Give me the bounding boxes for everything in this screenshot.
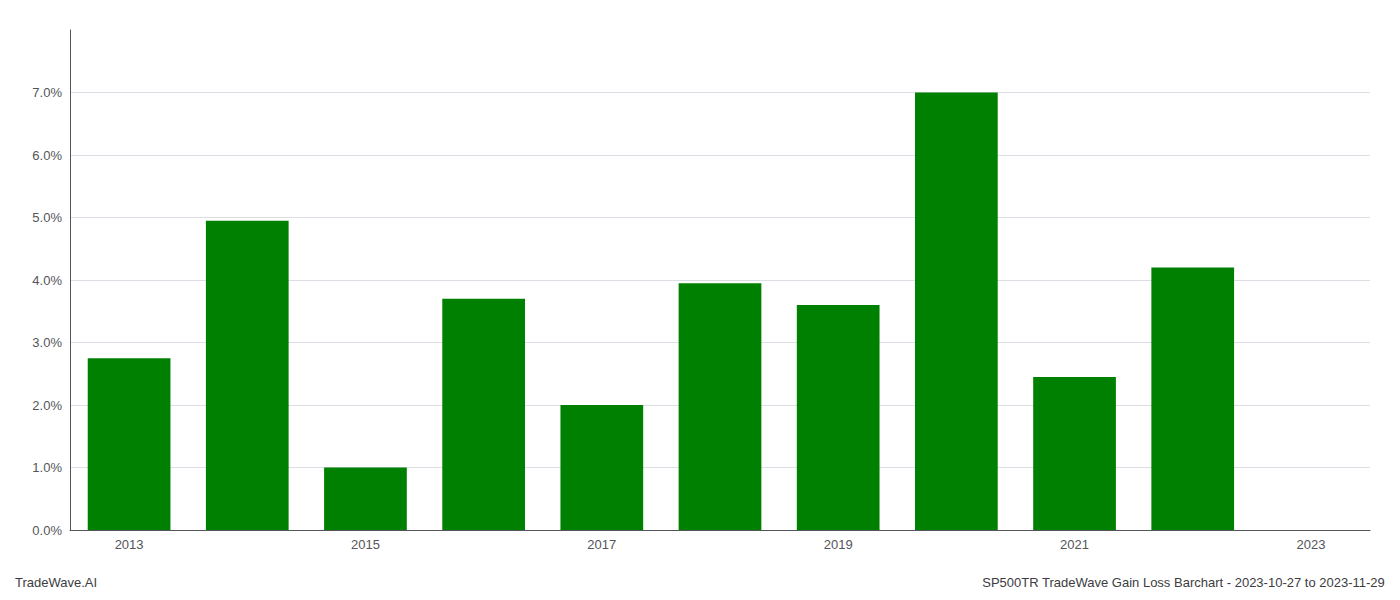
svg-text:2017: 2017 xyxy=(587,537,616,552)
svg-text:2013: 2013 xyxy=(115,537,144,552)
svg-text:6.0%: 6.0% xyxy=(32,148,62,163)
svg-text:7.0%: 7.0% xyxy=(32,85,62,100)
svg-text:5.0%: 5.0% xyxy=(32,210,62,225)
svg-text:2015: 2015 xyxy=(351,537,380,552)
svg-text:4.0%: 4.0% xyxy=(32,273,62,288)
svg-text:3.0%: 3.0% xyxy=(32,335,62,350)
svg-text:2021: 2021 xyxy=(1060,537,1089,552)
svg-text:2023: 2023 xyxy=(1296,537,1325,552)
svg-text:0.0%: 0.0% xyxy=(32,523,62,538)
svg-text:2019: 2019 xyxy=(824,537,853,552)
svg-text:2.0%: 2.0% xyxy=(32,398,62,413)
svg-text:1.0%: 1.0% xyxy=(32,460,62,475)
svg-text:TradeWave.AI: TradeWave.AI xyxy=(15,575,97,590)
svg-text:SP500TR TradeWave Gain Loss Ba: SP500TR TradeWave Gain Loss Barchart - 2… xyxy=(982,575,1385,590)
